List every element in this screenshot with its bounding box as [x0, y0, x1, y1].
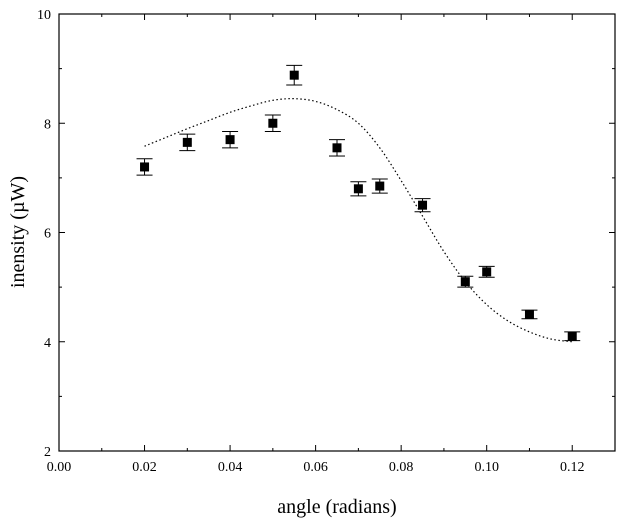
fit-curve [144, 98, 573, 343]
x-tick-label: 0.10 [474, 460, 499, 475]
data-point [268, 118, 278, 128]
x-axis-title: angle (radians) [277, 496, 396, 518]
data-point [353, 184, 363, 194]
data-point [375, 181, 385, 191]
y-axis-title: inensity (µW) [7, 176, 29, 288]
data-points [140, 70, 577, 341]
data-point [460, 277, 470, 287]
x-tick-label: 0.08 [389, 460, 414, 475]
data-point [524, 309, 534, 319]
data-point [332, 143, 342, 153]
error-bars [136, 64, 581, 342]
y-tick-label: 6 [44, 227, 51, 242]
x-tick-label: 0.02 [132, 460, 157, 475]
data-point [418, 200, 428, 210]
tick-labels: 0.00 0.02 0.04 0.06 0.08 0.10 0.12 2 4 6 8 10 [37, 8, 584, 475]
ticks [58, 13, 615, 452]
x-tick-label: 0.00 [47, 460, 72, 475]
data-point [225, 135, 235, 145]
data-point [182, 137, 192, 147]
plot-frame [58, 13, 616, 452]
y-tick-label: 10 [37, 8, 51, 23]
x-tick-label: 0.12 [560, 460, 585, 475]
data-point [140, 162, 150, 172]
x-tick-label: 0.04 [218, 460, 243, 475]
data-point [567, 331, 577, 341]
y-tick-label: 4 [44, 336, 51, 351]
x-tick-label: 0.06 [303, 460, 328, 475]
data-point [289, 70, 299, 80]
y-tick-label: 2 [44, 445, 51, 460]
data-point [482, 267, 492, 277]
y-tick-label: 8 [44, 117, 51, 132]
